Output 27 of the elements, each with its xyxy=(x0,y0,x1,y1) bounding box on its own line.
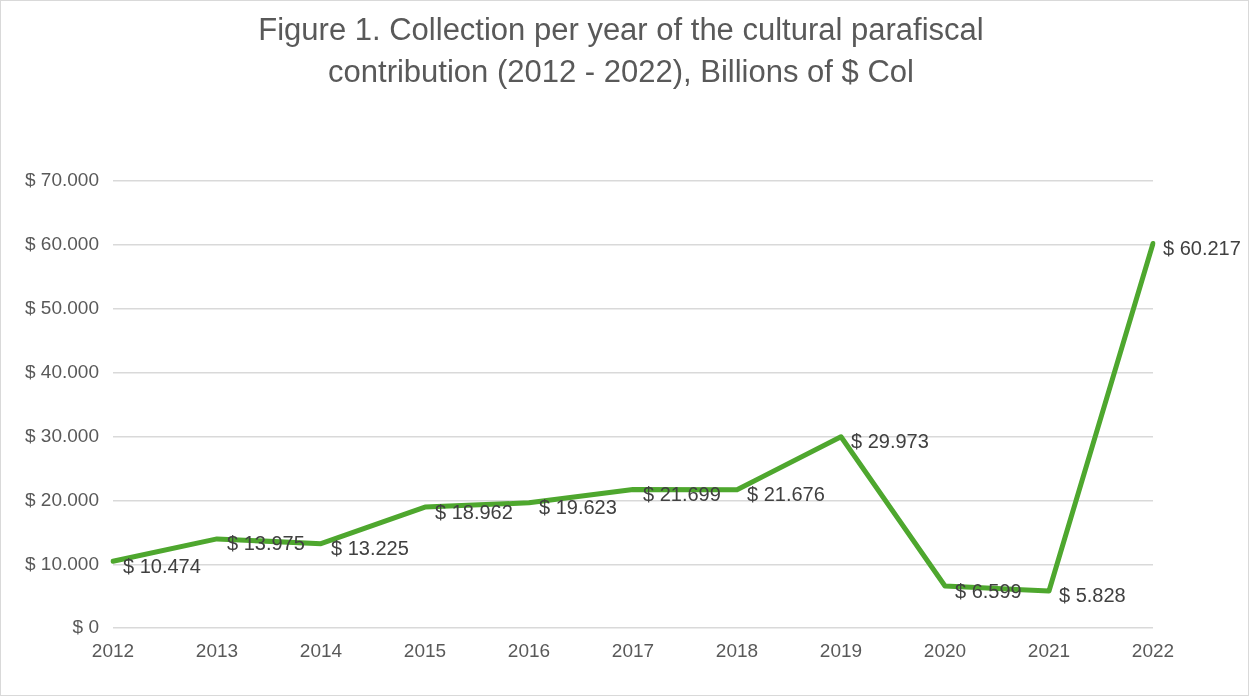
y-tick-label: $ 60.000 xyxy=(24,233,99,255)
y-tick-label: $ 70.000 xyxy=(24,169,99,191)
x-tick-label: 2018 xyxy=(715,639,759,661)
x-tick-label: 2017 xyxy=(611,639,655,661)
x-tick-label: 2014 xyxy=(299,639,343,661)
x-tick-label: 2016 xyxy=(507,639,551,661)
data-label: $ 60.217 xyxy=(1163,237,1241,260)
chart-title: Figure 1. Collection per year of the cultural parafiscal contribution (2012 - 2022), Billions of $ Col xyxy=(257,11,985,91)
y-tick-label: $ 20.000 xyxy=(24,488,99,510)
x-tick-label: 2013 xyxy=(195,639,239,661)
data-label: $ 5.828 xyxy=(1059,584,1126,607)
data-label: $ 29.973 xyxy=(850,430,929,453)
x-tick-label: 2020 xyxy=(923,639,967,661)
x-tick-label: 2022 xyxy=(1131,639,1175,661)
data-label: $ 10.474 xyxy=(122,554,201,577)
y-tick-label: $ 30.000 xyxy=(24,424,99,446)
data-label: $ 19.623 xyxy=(538,496,617,519)
y-tick-label: $ 10.000 xyxy=(24,552,99,574)
x-tick-label: 2015 xyxy=(403,639,447,661)
x-tick-label: 2019 xyxy=(819,639,863,661)
data-label: $ 13.225 xyxy=(330,537,409,560)
y-tick-label: $ 0 xyxy=(72,616,99,638)
x-tick-label: 2012 xyxy=(91,639,135,661)
y-tick-label: $ 50.000 xyxy=(24,297,99,319)
y-tick-label: $ 40.000 xyxy=(24,360,99,382)
data-label: $ 21.676 xyxy=(746,483,825,506)
x-tick-label: 2021 xyxy=(1027,639,1071,661)
